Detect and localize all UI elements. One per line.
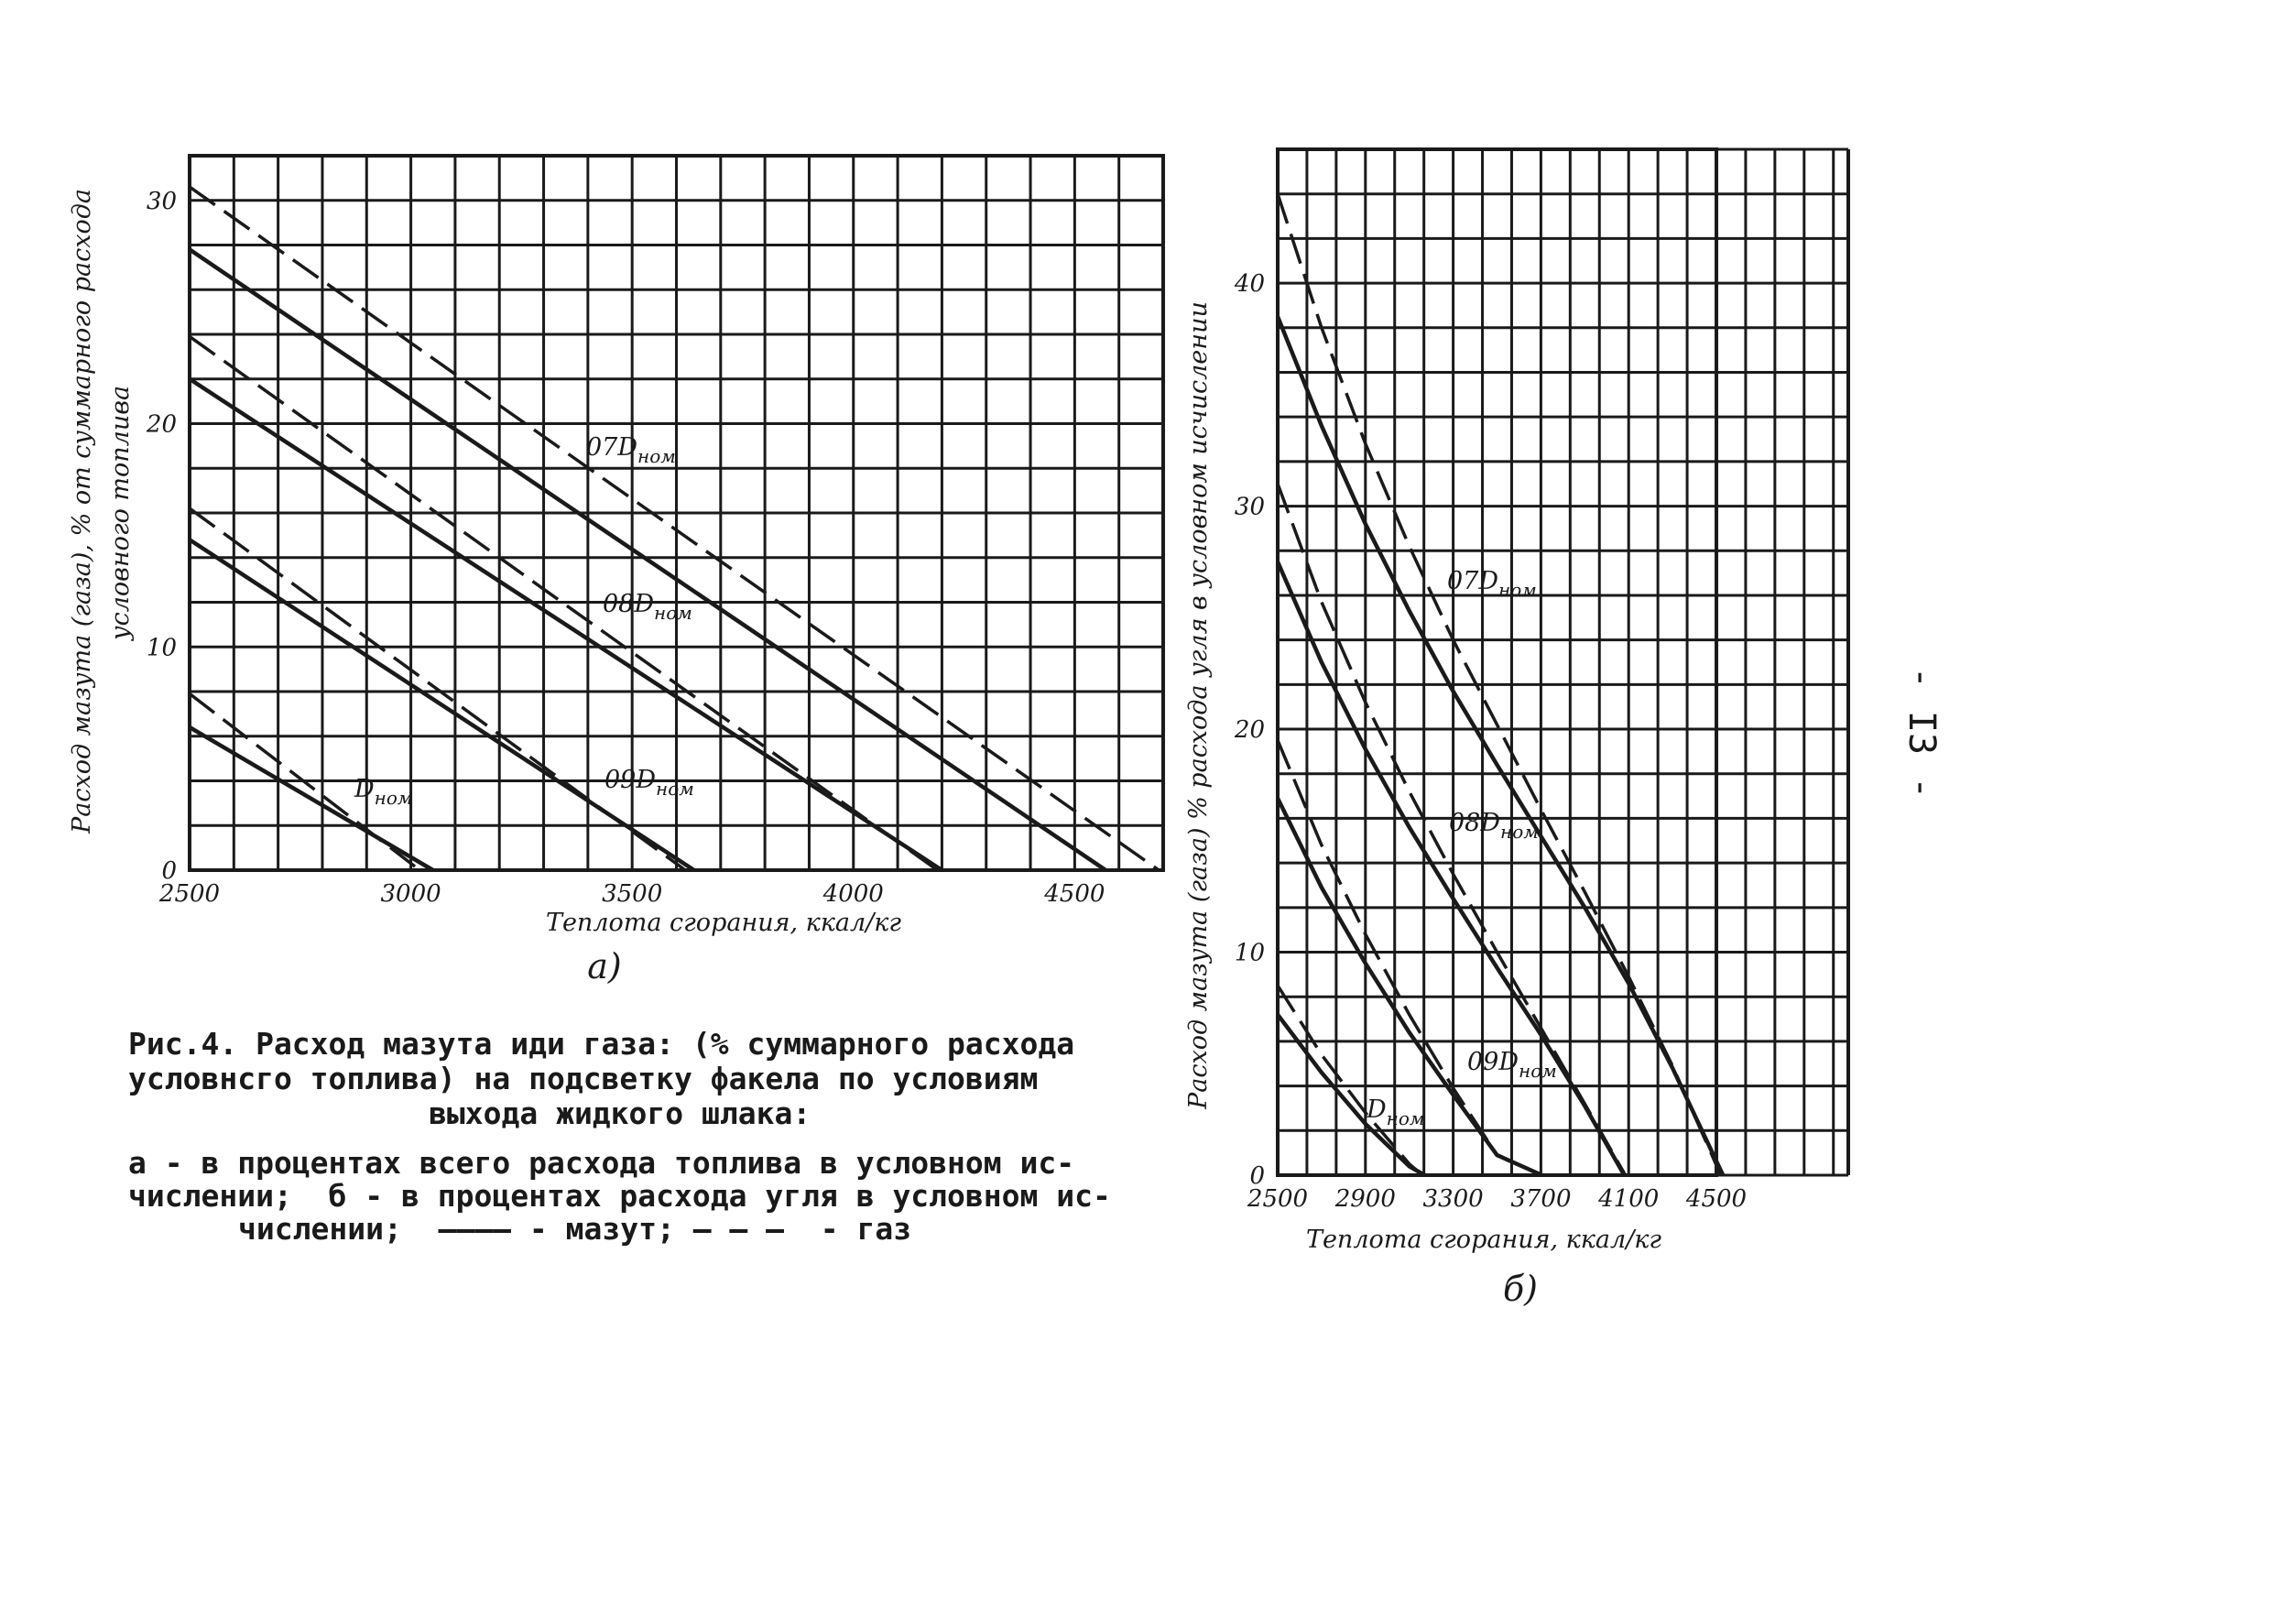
chart-b-plot-frame (1276, 147, 1718, 1177)
chart-b-curve-label-10: Dном (1366, 1095, 1424, 1129)
chart-b-curve-label-08: 08Dном (1449, 809, 1539, 843)
chart-b-x-tick-label: 2900 (1334, 1185, 1396, 1213)
chart-b-y-tick-label: 20 (1234, 716, 1265, 744)
chart-a-series-07Dном-mazut (188, 247, 1107, 872)
chart-b-xlabel: Теплота сгорания, ккал/кг (1306, 1226, 1661, 1254)
chart-b-y-tick-label: 0 (1249, 1162, 1265, 1190)
chart-a-ylabel: Расход мазута (газа), % от суммарного ра… (68, 189, 96, 834)
svg-text:07Dном: 07Dном (586, 433, 676, 467)
chart-a-series-Dном-gaz (188, 692, 421, 872)
chart-a-curve-label-07: 07Dном (586, 433, 676, 467)
chart-b-series-09Dном-gaz (1276, 739, 1542, 1177)
chart-b-series-07Dном-mazut (1275, 315, 1726, 1176)
chart-b-panel-label: б) (1503, 1269, 1538, 1309)
chart-b-y-tick-label: 40 (1234, 270, 1265, 298)
chart-a-y-tick-label: 0 (161, 857, 177, 885)
chart-a-series (188, 185, 1160, 872)
chart-b-series-08Dном-mazut (1275, 561, 1627, 1177)
caption-title-line1: Рис.4. Расход мазута иди газа: (% суммар… (128, 1026, 1075, 1062)
chart-b-y-tick-label: 30 (1235, 494, 1265, 521)
chart-a-series-08Dном-mazut (188, 376, 943, 872)
chart-a-grid (188, 154, 1165, 872)
chart-a-x-tick-label: 2500 (158, 880, 220, 908)
chart-a-series-Dном-mazut (188, 725, 434, 872)
chart-b-series-Dном-gaz (1276, 985, 1424, 1177)
chart-a-x-tick-label: 4500 (1043, 880, 1105, 908)
chart-b-x-tick-label: 4500 (1685, 1185, 1747, 1213)
chart-b-x-tick-label: 3300 (1423, 1185, 1484, 1213)
chart-b-curve-label-07: 07Dном (1447, 567, 1537, 601)
chart-a-tick-labels: 2500 3000 3500 4000 4500 0 10 20 30 (146, 188, 1105, 908)
chart-a-y-tick-label: 30 (147, 188, 177, 215)
chart-a-panel-label: а) (587, 946, 621, 986)
chart-b-y-tick-label: 10 (1235, 940, 1265, 967)
chart-b-series-07Dном-gaz (1276, 193, 1723, 1176)
chart-a-y-tick-label: 20 (146, 411, 177, 439)
caption-legend-line3: числении; ———— - мазут; — — — - газ (238, 1211, 912, 1247)
chart-a-curve-label-08: 08Dном (603, 590, 692, 624)
svg-text:09Dном: 09Dном (604, 766, 694, 800)
chart-a-curve-label-10: Dном (354, 775, 412, 809)
chart-a-series-09Dном-gaz (188, 507, 687, 872)
svg-text:07Dном: 07Dном (1447, 567, 1537, 601)
chart-a-plot-frame (188, 154, 1165, 872)
svg-text:09Dном: 09Dном (1467, 1048, 1557, 1082)
svg-text:Dном: Dном (354, 775, 412, 809)
chart-a-series-08Dном-gaz (188, 334, 939, 872)
chart-b-series-08Dном-gaz (1276, 483, 1628, 1176)
chart-a-x-tick-label: 3000 (381, 880, 441, 908)
caption-legend-line1: а - в процентах всего расхода топлива в … (128, 1145, 1075, 1181)
caption-title-line3: выхода жидкого шлака: (429, 1095, 811, 1131)
chart-a-ylabel-line2: условного топлива (106, 386, 135, 641)
chart-b-grid (1276, 147, 1850, 1177)
chart-b-ylabel: Расход мазута (газа) % расхода угля в ус… (1184, 301, 1213, 1110)
chart-a-x-tick-label: 3500 (602, 880, 662, 908)
chart-a-series-07Dном-gaz (188, 185, 1160, 872)
page-number: - I3 - (1900, 667, 1943, 800)
chart-b: 2500 2900 3300 3700 4100 4500 0 10 20 30 40 Теплот… (1184, 147, 1850, 1309)
chart-a-y-tick-label: 10 (147, 634, 177, 661)
chart-b-curve-label-09: 09Dном (1467, 1048, 1557, 1082)
svg-text:08Dном: 08Dном (1449, 809, 1539, 843)
chart-a-x-tick-label: 4000 (822, 880, 884, 908)
chart-b-x-tick-label: 2500 (1247, 1185, 1308, 1213)
svg-text:Dном: Dном (1366, 1095, 1424, 1129)
caption-title-line2: условнсго топлива) на подсветку факела п… (128, 1061, 1039, 1096)
chart-a-curve-label-09: 09Dном (604, 766, 694, 800)
svg-text:08Dном: 08Dном (603, 590, 692, 624)
chart-b-x-tick-label: 4100 (1597, 1185, 1659, 1213)
chart-b-x-tick-label: 3700 (1510, 1185, 1571, 1213)
chart-b-series (1275, 193, 1726, 1178)
caption-legend-line2: числении; б - в процентах расхода угля в… (128, 1178, 1111, 1214)
chart-b-tick-labels: 2500 2900 3300 3700 4100 4500 0 10 20 30 40 (1234, 270, 1747, 1213)
chart-a: 2500 3000 3500 4000 4500 0 10 20 30 Теплота сгор… (68, 154, 1165, 986)
chart-a-xlabel: Теплота сгорания, ккал/кг (546, 909, 901, 937)
